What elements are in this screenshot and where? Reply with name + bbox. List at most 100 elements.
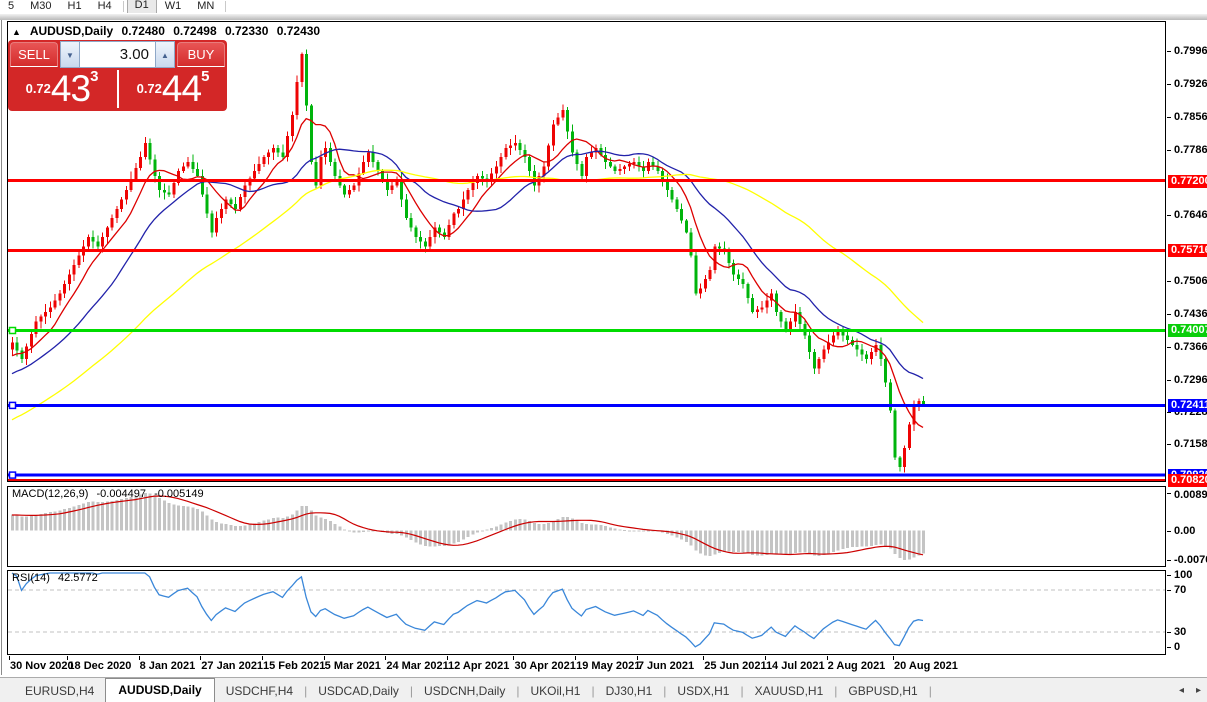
rsi-axis-label: 30 xyxy=(1174,626,1187,638)
price-level-badge: 0.77200 xyxy=(1168,175,1207,188)
timeframe-button-m30[interactable]: M30 xyxy=(30,0,52,12)
window-frame xyxy=(1,20,2,675)
ohlc-close: 0.72430 xyxy=(276,24,321,38)
tab-usdx-h1[interactable]: USDX,H1 xyxy=(677,684,730,698)
date-label: 19 May 2021 xyxy=(576,660,641,672)
macd-tick-mark xyxy=(1167,531,1171,532)
tab-usdcnh-daily[interactable]: USDCNH,Daily xyxy=(424,684,506,698)
tab-separator: | xyxy=(516,684,520,698)
date-label: 12 Apr 2021 xyxy=(448,660,510,672)
buy-price-pip: 5 xyxy=(201,68,210,85)
rsi-label: RSI(14) 42.5772 xyxy=(12,572,103,584)
tab-separator: | xyxy=(834,684,838,698)
sell-price-main: 43 xyxy=(50,68,91,109)
collapse-trade-panel-icon[interactable]: ▲ xyxy=(12,27,21,37)
rsi-panel[interactable] xyxy=(7,570,1166,655)
sell-button[interactable]: SELL xyxy=(10,42,58,67)
rsi-chart[interactable] xyxy=(8,571,1165,654)
tab-ukoil-h1[interactable]: UKOil,H1 xyxy=(530,684,581,698)
tab-usdchf-h4[interactable]: USDCHF,H4 xyxy=(225,684,294,698)
macd-name: MACD(12,26,9) xyxy=(12,488,89,500)
date-tick-mark xyxy=(826,656,828,660)
rsi-value: 42.5772 xyxy=(57,572,98,584)
date-tick-mark xyxy=(447,656,449,660)
buy-price-display[interactable]: 0.72445 xyxy=(119,68,227,110)
toolbar-divider xyxy=(0,13,1207,20)
macd-tick-mark xyxy=(1167,493,1171,494)
tab-eurusd-h4[interactable]: EURUSD,H4 xyxy=(25,684,95,698)
tab-dj30-h1[interactable]: DJ30,H1 xyxy=(605,684,653,698)
volume-increase-icon[interactable]: ▲ xyxy=(155,41,175,68)
hline-handle[interactable] xyxy=(8,471,17,479)
tab-separator: | xyxy=(591,684,595,698)
chart-tabs-bar: EURUSD,H4 AUDUSD,Daily USDCHF,H4 | USDCAD,Da… xyxy=(0,677,1207,702)
tab-separator: | xyxy=(409,684,413,698)
date-tick-mark xyxy=(764,656,766,660)
sell-price-pip: 3 xyxy=(90,68,99,85)
tab-separator: | xyxy=(304,684,308,698)
hline-handle[interactable] xyxy=(8,326,17,335)
sell-price-display[interactable]: 0.72433 xyxy=(8,68,116,110)
scroll-left-icon[interactable]: ◂ xyxy=(1178,685,1184,696)
candles-layer xyxy=(11,49,926,473)
timeframe-button-w1[interactable]: W1 xyxy=(164,0,182,12)
macd-signal-line xyxy=(12,495,924,556)
macd-tick-mark xyxy=(1167,560,1171,561)
date-tick-mark xyxy=(200,656,202,660)
hline-0.7082 xyxy=(8,479,1165,481)
date-tick-mark xyxy=(67,656,69,660)
volume-decrease-icon[interactable]: ▼ xyxy=(60,41,80,68)
hline-handle[interactable] xyxy=(8,401,17,410)
macd-axis-top: 0.008904 xyxy=(1174,489,1207,501)
tab-gbpusd-h1[interactable]: GBPUSD,H1 xyxy=(848,684,918,698)
buy-button[interactable]: BUY xyxy=(177,42,225,67)
volume-input[interactable] xyxy=(80,41,155,68)
price-tick-mark xyxy=(1167,215,1171,216)
macd-axis-bottom: -0.00701 xyxy=(1174,554,1207,566)
price-tick-mark xyxy=(1167,444,1171,445)
timeframe-button-d1[interactable]: D1 xyxy=(126,0,157,14)
ma-55-line xyxy=(11,169,924,421)
macd-chart[interactable] xyxy=(8,487,1165,566)
rsi-axis-label: 70 xyxy=(1174,584,1187,596)
timeframe-button-mn[interactable]: MN xyxy=(197,0,215,12)
timeframe-button-h4[interactable]: H4 xyxy=(97,0,112,12)
tab-usdcad-daily[interactable]: USDCAD,Daily xyxy=(318,684,399,698)
chart-title: ▲ AUDUSD,Daily 0.72480 0.72498 0.72330 0… xyxy=(12,24,325,38)
price-tick-mark xyxy=(1167,412,1171,413)
toolbar-separator xyxy=(225,1,227,12)
timeframe-toolbar: 5 M30 H1 H4 D1 W1 MN xyxy=(0,0,1207,14)
price-tick-mark xyxy=(1167,117,1171,118)
rsi-tick-mark xyxy=(1167,647,1171,648)
price-tick-mark xyxy=(1167,380,1171,381)
hline-0.74007 xyxy=(8,329,1165,332)
toolbar-separator xyxy=(122,1,124,12)
date-tick-mark xyxy=(9,656,10,660)
tab-audusd-daily[interactable]: AUDUSD,Daily xyxy=(105,678,215,702)
price-level-badge: 0.72411 xyxy=(1168,399,1207,412)
price-level-badge: 0.70820 xyxy=(1168,474,1207,487)
ma-21-line xyxy=(11,148,924,380)
date-tick-mark xyxy=(575,656,577,660)
candlestick-chart[interactable] xyxy=(8,22,1165,481)
tab-xauusd-h1[interactable]: XAUUSD,H1 xyxy=(754,684,824,698)
rsi-tick-mark xyxy=(1167,575,1171,576)
timeframe-button-h1[interactable]: H1 xyxy=(67,0,82,12)
date-tick-mark xyxy=(703,656,705,660)
buy-price-main: 44 xyxy=(161,68,202,109)
price-divider xyxy=(117,70,119,108)
date-label: 7 Jun 2021 xyxy=(637,660,695,672)
scroll-right-icon[interactable]: ▸ xyxy=(1195,685,1201,696)
date-tick-mark xyxy=(893,656,895,660)
tab-separator: | xyxy=(928,684,932,698)
macd-panel[interactable] xyxy=(7,486,1166,567)
hline-0.72411 xyxy=(8,403,1165,407)
timeframe-button-5[interactable]: 5 xyxy=(8,0,15,12)
price-level-badge: 0.75716 xyxy=(1168,244,1207,257)
date-axis[interactable]: 30 Nov 2020 18 Dec 2020 8 Jan 2021 27 Jan 2… xyxy=(7,656,1166,676)
